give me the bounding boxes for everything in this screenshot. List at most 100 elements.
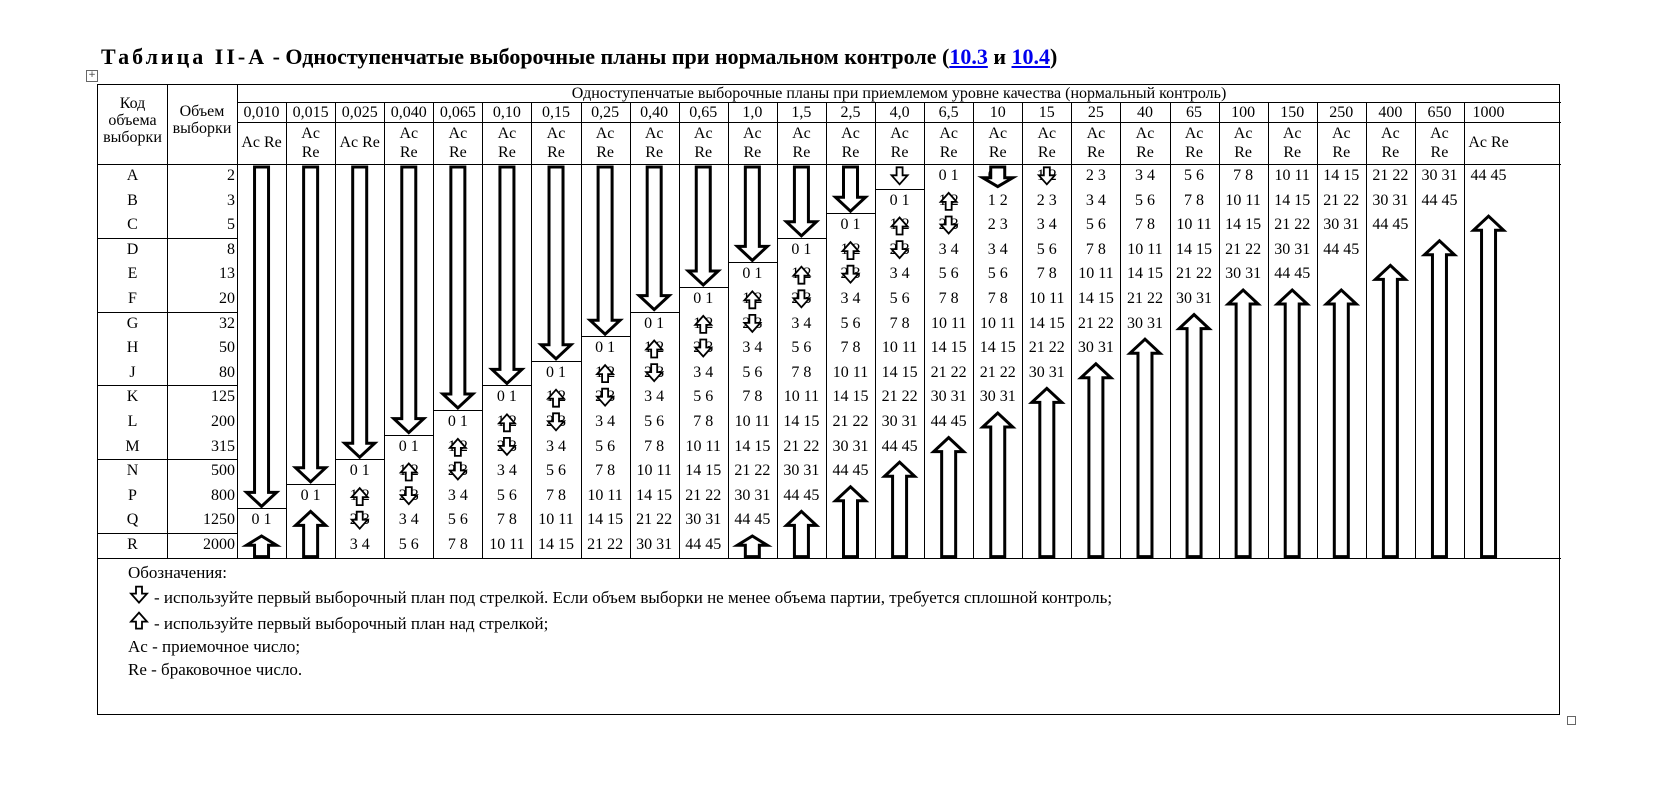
plan-cell: 14 15 xyxy=(1176,240,1213,258)
arrow-down-icon xyxy=(977,165,1019,189)
grid-line xyxy=(1316,102,1318,558)
acre-header: Ac Re xyxy=(988,125,1008,161)
grid-line xyxy=(1464,102,1465,558)
row-code: Q xyxy=(126,511,139,529)
plan-cell: 0 1 xyxy=(546,363,566,381)
grid-line xyxy=(825,102,827,558)
plan-cell: 14 15 xyxy=(587,511,624,529)
plan-cell: 30 31 xyxy=(1077,339,1114,357)
plan-cell: 3 4 xyxy=(595,413,616,430)
link-10-3[interactable]: 10.3 xyxy=(949,44,988,69)
aql-header: 25 xyxy=(1087,104,1104,121)
grid-line xyxy=(776,102,778,558)
acre-header: Ac Re xyxy=(546,125,566,161)
plan-cell: 0 1 xyxy=(595,339,616,357)
plan-cell: 3 4 xyxy=(644,388,665,406)
plan-cell: 3 4 xyxy=(1085,191,1106,209)
plan-cell: 2 3 xyxy=(987,216,1008,234)
link-10-4[interactable]: 10.4 xyxy=(1011,44,1051,69)
plan-cell: 5 6 xyxy=(644,413,665,430)
plan-cell: 5 6 xyxy=(742,363,763,381)
small-up-arrow-icon xyxy=(595,363,616,384)
plan-cell: 44 45 xyxy=(1421,191,1458,209)
grid-line xyxy=(629,102,631,558)
plan-cell: 7 8 xyxy=(595,462,616,480)
plan-cell: 30 31 xyxy=(1176,290,1213,307)
arrow-down-icon xyxy=(488,165,526,386)
grid-line xyxy=(1267,102,1269,558)
plan-cell: 7 8 xyxy=(644,437,665,455)
grid-line xyxy=(98,237,237,239)
acre-header: Ac Re xyxy=(497,125,517,161)
plan-cell: 7 8 xyxy=(1184,191,1205,209)
plan-cell: 14 15 xyxy=(1323,167,1360,184)
grid-line xyxy=(1218,164,1268,165)
grid-line xyxy=(875,188,925,190)
small-up-arrow-icon xyxy=(447,437,468,457)
plan-cell: 0 1 xyxy=(349,462,370,480)
arrow-up-icon xyxy=(291,509,330,559)
plan-cell: 30 31 xyxy=(685,511,722,529)
aql-header: 1,5 xyxy=(791,104,812,121)
row-code: N xyxy=(126,462,139,480)
arrow-up-icon xyxy=(1077,361,1115,559)
arrow-down-icon xyxy=(635,165,673,312)
plan-cell: 3 4 xyxy=(1134,167,1155,184)
title-text: - Одноступенчатые выборочные планы при н… xyxy=(267,44,950,69)
row-size: 50 xyxy=(219,339,235,357)
plan-cell: 30 31 xyxy=(1323,216,1360,234)
aql-header: 6,5 xyxy=(938,104,959,121)
grid-line xyxy=(825,213,876,215)
plan-cell: 0 1 xyxy=(447,413,468,430)
arrow-up-icon xyxy=(1273,287,1312,559)
plan-cell: 21 22 xyxy=(1077,314,1114,332)
grid-line xyxy=(384,434,434,436)
arrow-up-icon xyxy=(978,410,1017,559)
acre-header: Ac Re xyxy=(399,125,419,161)
small-down-arrow-icon xyxy=(447,461,468,481)
aql-header: 0,25 xyxy=(591,104,620,121)
aql-header: 2,5 xyxy=(840,104,861,121)
move-handle-icon[interactable]: + xyxy=(86,70,98,82)
small-down-arrow-icon xyxy=(546,412,567,432)
acre-header: Ac Re xyxy=(1381,125,1400,161)
plan-cell: 14 15 xyxy=(685,462,722,480)
small-up-arrow-icon xyxy=(644,339,665,359)
legend-down: - используйте первый выборочный план под… xyxy=(154,587,1113,607)
grid-line xyxy=(237,122,1561,123)
plan-cell: 10 11 xyxy=(489,536,525,553)
grid-line xyxy=(973,102,975,558)
grid-line xyxy=(1071,164,1121,165)
grid-line xyxy=(1365,164,1415,165)
small-down-arrow-icon xyxy=(644,363,665,383)
arrow-up-icon xyxy=(1322,287,1361,559)
grid-line xyxy=(1365,102,1367,558)
row-code: R xyxy=(127,536,138,553)
plan-cell: 10 11 xyxy=(881,339,918,357)
plan-cell: 44 45 xyxy=(1274,265,1311,283)
plan-cell: 5 6 xyxy=(938,265,959,283)
arrow-up-icon xyxy=(241,534,282,559)
acre-header: Ac Re xyxy=(841,125,860,161)
resize-handle-icon[interactable] xyxy=(1567,716,1576,725)
small-down-arrow-icon xyxy=(889,166,910,186)
grid-line xyxy=(924,164,974,165)
row-code: C xyxy=(127,216,138,234)
arrow-up-icon xyxy=(732,534,773,559)
acre-header: Ac Re xyxy=(1468,134,1509,151)
plan-cell: 10 11 xyxy=(734,413,771,430)
grid-line xyxy=(678,102,680,558)
legend-re: Re - браковочное число. xyxy=(128,659,303,679)
plan-cell: 0 1 xyxy=(251,511,272,529)
plan-cell: 7 8 xyxy=(938,290,959,307)
plan-cell: 7 8 xyxy=(791,363,812,381)
small-up-arrow-icon xyxy=(889,216,910,236)
acre-header: Ac Re xyxy=(1086,125,1106,161)
plan-cell: 14 15 xyxy=(1028,314,1065,332)
row-size: 13 xyxy=(219,265,235,283)
plan-cell: 21 22 xyxy=(636,511,673,529)
plan-cell: 21 22 xyxy=(587,536,624,553)
acre-header: Ac Re xyxy=(1037,125,1057,161)
acre-header: Ac Re xyxy=(1331,125,1351,161)
row-size: 500 xyxy=(211,462,235,480)
